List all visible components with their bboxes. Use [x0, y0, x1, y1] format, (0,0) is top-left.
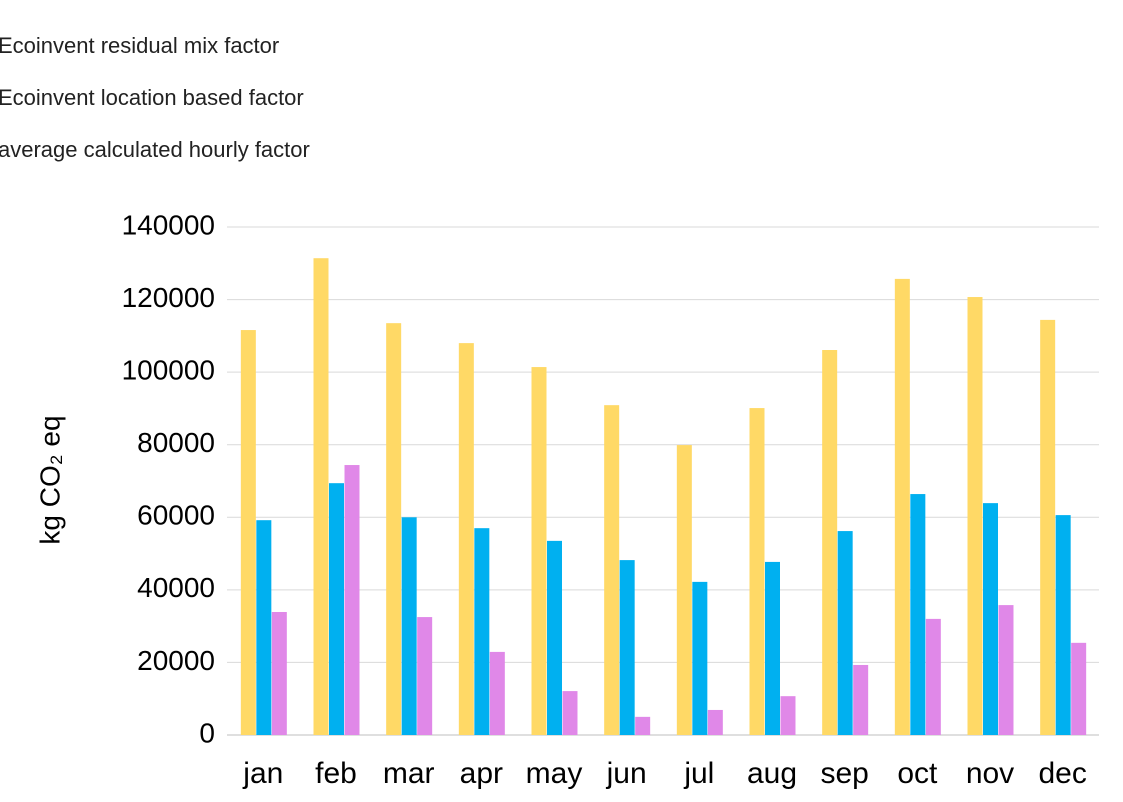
- legend-label: Ecoinvent location based factor: [0, 85, 304, 110]
- bar: [692, 581, 708, 735]
- bar: [604, 405, 620, 735]
- bar: [853, 664, 869, 735]
- bar: [329, 483, 344, 735]
- y-tick-label: 100000: [122, 355, 215, 386]
- x-tick-label: sep: [820, 757, 868, 790]
- bar: [489, 651, 505, 735]
- bar: [344, 465, 360, 735]
- bar: [894, 278, 910, 735]
- y-tick-label: 120000: [122, 282, 215, 313]
- bar: [458, 343, 474, 735]
- bar: [271, 611, 287, 735]
- bar: [837, 531, 853, 735]
- y-tick-label: 60000: [137, 500, 215, 531]
- bar: [765, 561, 780, 735]
- bar: [474, 528, 490, 735]
- bar: [531, 367, 547, 735]
- legend-label: average calculated hourly factor: [0, 137, 310, 162]
- y-tick-label: 80000: [137, 427, 215, 458]
- legend-label: Ecoinvent residual mix factor: [0, 33, 279, 58]
- bar: [707, 709, 723, 735]
- bar: [562, 691, 578, 735]
- y-tick-label: 0: [199, 717, 215, 748]
- bar: [822, 350, 838, 735]
- bar: [401, 517, 417, 735]
- bar: [910, 494, 926, 735]
- bar: [983, 503, 998, 735]
- x-tick-label: dec: [1038, 757, 1086, 790]
- x-tick-label: jul: [683, 757, 714, 790]
- y-tick-label: 40000: [137, 572, 215, 603]
- x-tick-label: may: [526, 757, 583, 790]
- bar: [676, 445, 692, 735]
- x-tick-label: aug: [747, 757, 797, 790]
- bar: [1055, 515, 1071, 735]
- bar: [240, 330, 256, 735]
- bar: [547, 540, 562, 735]
- x-tick-label: jan: [242, 757, 283, 790]
- bar: [619, 560, 635, 735]
- bar: [1071, 642, 1087, 735]
- y-tick-label: 20000: [137, 645, 215, 676]
- bar: [925, 618, 941, 735]
- x-tick-label: nov: [966, 757, 1014, 790]
- bar: [313, 258, 329, 735]
- x-tick-label: jun: [606, 757, 647, 790]
- bar: [780, 696, 796, 735]
- x-tick-label: mar: [383, 757, 435, 790]
- bar: [256, 520, 272, 735]
- bar: [635, 716, 651, 735]
- x-tick-label: apr: [460, 757, 503, 790]
- bar: [417, 617, 433, 735]
- x-tick-label: feb: [315, 757, 357, 790]
- y-tick-label: 140000: [122, 209, 215, 240]
- y-axis-label: kg CO₂ eq: [34, 415, 65, 544]
- x-tick-label: oct: [897, 757, 938, 790]
- bar: [749, 408, 765, 735]
- bar: [1040, 319, 1056, 735]
- bar: [998, 605, 1014, 735]
- bar: [386, 323, 402, 735]
- bar: [967, 297, 983, 735]
